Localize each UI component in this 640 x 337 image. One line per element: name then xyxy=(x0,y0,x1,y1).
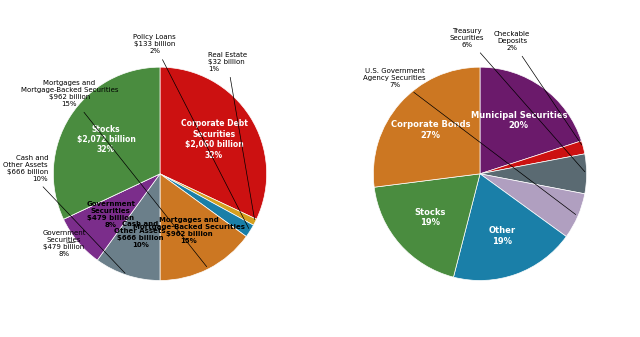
Text: Policy Loans
$133 billion
2%: Policy Loans $133 billion 2% xyxy=(133,34,249,228)
Wedge shape xyxy=(480,154,587,194)
Wedge shape xyxy=(53,67,160,219)
Text: Corporate Bonds
27%: Corporate Bonds 27% xyxy=(390,120,470,140)
Text: Government
Securities
$479 billion
8%: Government Securities $479 billion 8% xyxy=(86,201,135,228)
Text: Mortgages and
Mortgage-Backed Securities
$962 billion
15%: Mortgages and Mortgage-Backed Securities… xyxy=(133,217,245,244)
Text: Municipal Securities
20%: Municipal Securities 20% xyxy=(470,111,567,130)
Text: Other
19%: Other 19% xyxy=(489,226,516,246)
Wedge shape xyxy=(480,174,585,237)
Wedge shape xyxy=(63,174,160,219)
Text: Treasury
Securities
6%: Treasury Securities 6% xyxy=(450,28,585,172)
Wedge shape xyxy=(480,67,582,174)
Wedge shape xyxy=(160,174,246,280)
Text: Government
Securities
$479 billion
8%: Government Securities $479 billion 8% xyxy=(42,230,86,257)
Text: Checkable
Deposits
2%: Checkable Deposits 2% xyxy=(494,31,582,145)
Wedge shape xyxy=(480,141,585,174)
Wedge shape xyxy=(63,174,160,260)
Wedge shape xyxy=(160,174,253,237)
Text: Mortgages and
Mortgage-Backed Securities
$962 billion
15%: Mortgages and Mortgage-Backed Securities… xyxy=(20,80,207,267)
Wedge shape xyxy=(454,174,566,280)
Text: Stocks
$2,072 billion
32%: Stocks $2,072 billion 32% xyxy=(77,125,136,154)
Wedge shape xyxy=(160,174,257,225)
Text: Cash and
Other Assets
$666 billion
10%: Cash and Other Assets $666 billion 10% xyxy=(115,221,166,248)
Text: Corporate Debt
Securities
$2,060 billion
32%: Corporate Debt Securities $2,060 billion… xyxy=(180,119,248,160)
Text: Stocks
19%: Stocks 19% xyxy=(415,208,446,227)
Text: Cash and
Other Assets
$666 billion
10%: Cash and Other Assets $666 billion 10% xyxy=(3,155,125,273)
Text: U.S. Government
Agency Securities
7%: U.S. Government Agency Securities 7% xyxy=(364,68,575,215)
Wedge shape xyxy=(160,67,267,219)
Wedge shape xyxy=(374,174,480,277)
Text: Real Estate
$32 billion
1%: Real Estate $32 billion 1% xyxy=(208,52,255,219)
Wedge shape xyxy=(97,174,160,280)
Wedge shape xyxy=(373,67,480,187)
